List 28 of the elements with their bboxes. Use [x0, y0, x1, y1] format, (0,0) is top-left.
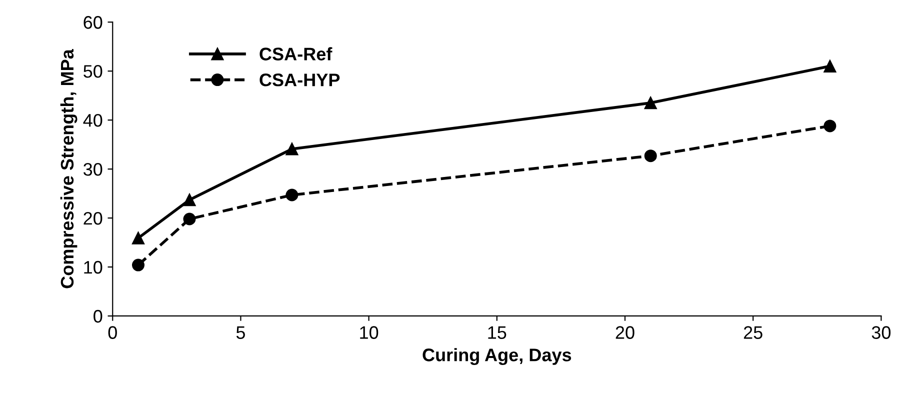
point [286, 142, 298, 156]
legend-label: CSA-HYP [260, 74, 340, 86]
point [132, 258, 144, 272]
point [286, 188, 298, 202]
x-tick-label: 25 [744, 326, 762, 339]
y-axis-title: Compressive Strength, MPa [60, 49, 78, 288]
point [644, 150, 657, 162]
x-tick-label: 30 [872, 326, 891, 339]
point [132, 232, 144, 244]
x-tick-label: 10 [360, 326, 378, 339]
x-tick-label: 5 [236, 326, 245, 339]
y-tick-label: 60 [84, 16, 102, 29]
y-tick-label: 0 [94, 310, 102, 323]
x-tick-label: 15 [488, 326, 506, 339]
x-axis-title: Curing Age, Days [422, 348, 572, 365]
point [644, 96, 657, 110]
y-tick-label: 20 [84, 212, 102, 225]
x-tick-label: 0 [108, 326, 117, 339]
point [183, 212, 196, 226]
y-tick-label: 10 [84, 260, 102, 274]
y-tick-label: 50 [84, 65, 102, 78]
x-tick-label: 20 [616, 326, 634, 339]
y-tick-label: 30 [84, 162, 102, 176]
y-tick-label: 40 [83, 114, 102, 127]
point [183, 194, 196, 206]
legend-label: CSA-Ref [260, 47, 332, 60]
point [824, 60, 836, 72]
point [824, 120, 836, 132]
